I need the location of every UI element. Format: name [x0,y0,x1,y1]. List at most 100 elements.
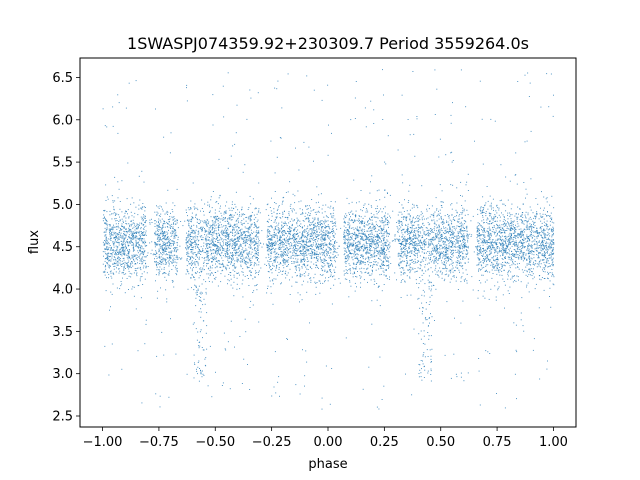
data-point [290,255,292,257]
data-point [176,244,178,246]
data-point [421,294,423,296]
data-point [166,234,168,236]
data-point [541,250,543,252]
data-point [549,257,551,259]
data-point [202,337,203,339]
data-point [443,233,445,235]
data-point [544,246,546,248]
data-point [245,217,247,218]
data-point [355,210,357,212]
data-point [246,266,248,268]
data-point [464,257,466,259]
data-point [549,239,551,241]
data-point [241,259,243,260]
data-point [161,206,162,208]
data-point [327,217,329,218]
data-point [371,246,373,248]
data-point [133,216,135,218]
data-point [412,238,414,239]
data-point [234,143,236,145]
data-point [200,220,202,222]
data-point [198,230,200,232]
data-point [529,231,531,233]
data-point [297,229,299,231]
data-point [268,254,270,256]
data-point [448,245,450,247]
data-point [377,225,378,227]
data-point [242,261,244,263]
data-point [318,267,319,269]
data-point [204,257,206,258]
data-point [248,270,250,272]
data-point [296,234,298,235]
data-point [201,270,203,272]
data-point [421,248,423,250]
data-point [203,279,205,281]
data-point [270,210,272,212]
data-point [269,267,271,269]
data-point [124,292,126,294]
data-point [136,246,138,248]
data-point [108,224,110,225]
data-point [250,275,252,277]
data-point [521,222,523,224]
data-point [528,238,530,240]
data-point [311,222,313,224]
data-point [389,245,391,247]
data-point [199,299,201,301]
data-point [530,268,532,270]
data-point [231,259,232,261]
data-point [301,226,303,228]
data-point [484,241,486,243]
data-point [143,219,144,221]
data-point [106,248,108,250]
data-point [507,241,509,242]
data-point [347,239,349,241]
data-point [512,243,514,245]
data-point [550,246,552,248]
data-point [516,250,518,252]
data-point [105,268,107,270]
data-point [256,230,258,232]
data-point [343,233,345,235]
data-point [242,234,244,235]
data-point [376,213,378,215]
data-point [123,233,125,234]
data-point [112,252,114,254]
data-point [498,263,500,265]
data-point [112,283,114,285]
data-point [535,249,537,251]
data-point [241,228,243,230]
data-point [329,249,331,251]
data-point [496,266,498,268]
data-point [503,244,505,246]
data-point [221,264,223,266]
data-point [543,232,545,234]
data-point [298,242,300,244]
data-point [453,226,455,228]
data-point [394,234,396,236]
data-point [483,260,485,262]
data-point [121,180,123,182]
data-point [460,252,462,253]
data-point [222,265,224,267]
data-point [363,268,365,270]
data-point [528,291,530,293]
data-point [476,231,478,233]
data-point [182,225,184,227]
data-point [257,227,259,229]
data-point [359,275,361,277]
data-point [111,255,113,257]
data-point [443,264,445,266]
data-point [287,240,289,242]
data-point [117,237,119,239]
data-point [489,205,491,207]
data-point [478,232,480,234]
data-point [322,262,324,263]
data-point [461,245,463,247]
data-point [268,214,270,216]
data-point [246,252,248,254]
data-point [340,227,342,229]
data-point [400,246,401,248]
data-point [553,222,555,224]
